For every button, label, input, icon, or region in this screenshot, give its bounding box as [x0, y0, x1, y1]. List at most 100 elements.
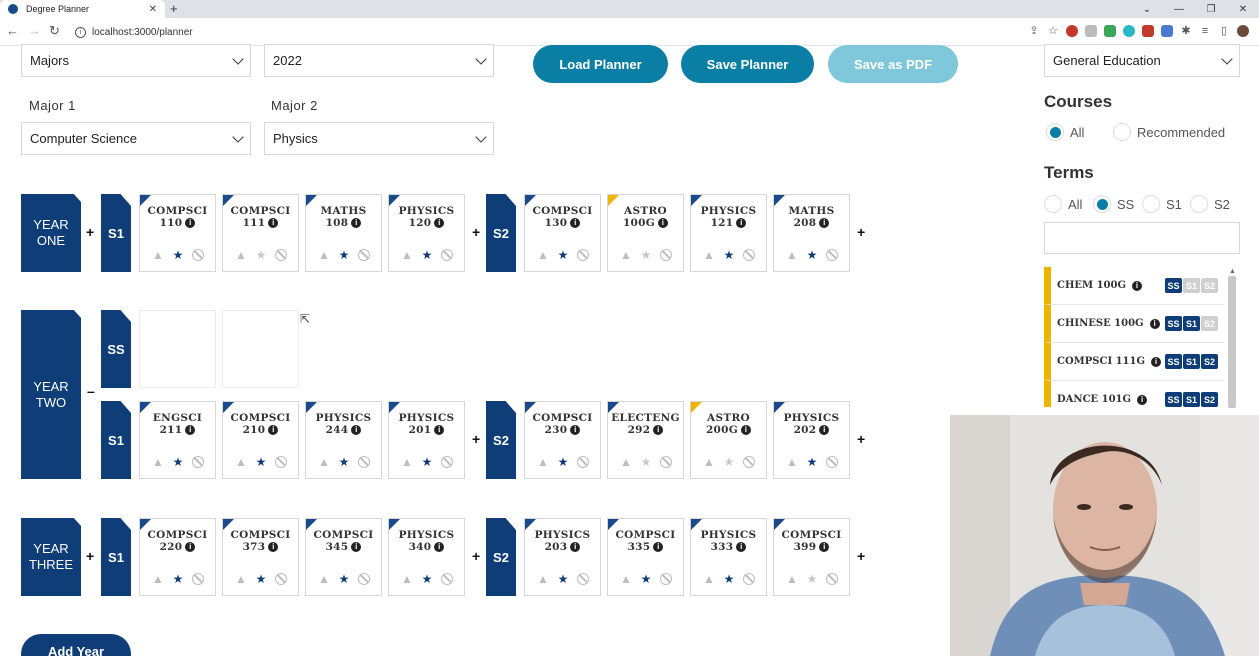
course-card[interactable]: COMPSCI 110 i ▲ ★ [139, 194, 216, 272]
star-icon[interactable]: ★ [338, 455, 350, 469]
remove-icon[interactable] [275, 249, 287, 261]
warning-icon[interactable]: ▲ [703, 248, 715, 262]
star-icon[interactable]: ★ [338, 248, 350, 262]
star-icon[interactable]: ★ [172, 572, 184, 586]
profile-avatar[interactable] [1237, 24, 1249, 37]
playlist-icon[interactable]: ≡ [1201, 24, 1209, 37]
warning-icon[interactable]: ▲ [318, 248, 330, 262]
add-course-button[interactable]: + [857, 548, 866, 564]
info-icon[interactable]: i [434, 542, 445, 552]
star-icon[interactable]: ★ [640, 572, 652, 586]
category-select[interactable]: Majors [21, 44, 251, 77]
course-card[interactable]: MATHS 208 i ▲ ★ [773, 194, 850, 272]
remove-icon[interactable] [192, 249, 204, 261]
terms-all-radio[interactable]: All [1044, 195, 1082, 213]
remove-icon[interactable] [577, 249, 589, 261]
warning-icon[interactable]: ▲ [537, 455, 549, 469]
star-icon[interactable]: ★ [723, 572, 735, 586]
remove-icon[interactable] [743, 249, 755, 261]
warning-icon[interactable]: ▲ [235, 572, 247, 586]
warning-icon[interactable]: ▲ [235, 248, 247, 262]
warning-icon[interactable]: ▲ [318, 572, 330, 586]
course-search-input[interactable] [1044, 222, 1240, 254]
url-field[interactable]: i localhost:3000/planner [75, 23, 193, 41]
extension-red-square-icon[interactable] [1142, 24, 1154, 37]
forward-icon[interactable]: → [28, 23, 41, 38]
info-icon[interactable]: i [434, 425, 445, 435]
warning-icon[interactable]: ▲ [401, 572, 413, 586]
remove-icon[interactable] [826, 573, 838, 585]
star-icon[interactable]: ★ [421, 572, 433, 586]
add-course-button[interactable]: + [472, 431, 481, 447]
course-list-item[interactable]: CHINESE 100G i SS S1 S2 [1044, 305, 1224, 343]
info-icon[interactable]: i [653, 425, 664, 435]
warning-icon[interactable]: ▲ [537, 248, 549, 262]
warning-icon[interactable]: ▲ [152, 455, 164, 469]
warning-icon[interactable]: ▲ [786, 248, 798, 262]
course-card[interactable]: ASTRO 100G i ▲ ★ [607, 194, 684, 272]
info-icon[interactable]: i [736, 218, 747, 228]
course-list-item[interactable]: CHEM 100G i SS S1 S2 [1044, 267, 1224, 305]
save-as-pdf-button[interactable]: Save as PDF [828, 45, 958, 83]
back-icon[interactable]: ← [6, 23, 19, 38]
info-icon[interactable]: i [268, 218, 279, 228]
course-card[interactable]: COMPSCI 111 i ▲ ★ [222, 194, 299, 272]
course-card[interactable]: COMPSCI 373 i ▲ ★ [222, 518, 299, 596]
star-icon[interactable]: ★ [338, 572, 350, 586]
extension-red-icon[interactable] [1066, 24, 1078, 37]
info-icon[interactable]: i [185, 425, 196, 435]
info-icon[interactable]: i [268, 425, 279, 435]
tab-search-icon[interactable]: ⌄ [1142, 3, 1152, 15]
restore-icon[interactable]: ❐ [1206, 3, 1216, 15]
course-card[interactable]: PHYSICS 340 i ▲ ★ [388, 518, 465, 596]
star-icon[interactable]: ★ [557, 572, 569, 586]
terms-s2-radio[interactable]: S2 [1190, 195, 1230, 213]
info-icon[interactable]: i [819, 218, 830, 228]
warning-icon[interactable]: ▲ [318, 455, 330, 469]
info-icon[interactable]: i [570, 218, 581, 228]
terms-s1-radio[interactable]: S1 [1142, 195, 1182, 213]
course-card[interactable]: COMPSCI 220 i ▲ ★ [139, 518, 216, 596]
info-icon[interactable]: i [741, 425, 752, 435]
side-panel-icon[interactable]: ▯ [1220, 25, 1228, 37]
course-card[interactable]: PHYSICS 201 i ▲ ★ [388, 401, 465, 479]
course-card[interactable]: COMPSCI 399 i ▲ ★ [773, 518, 850, 596]
star-icon[interactable]: ★ [640, 248, 652, 262]
star-icon[interactable]: ★ [255, 572, 267, 586]
course-card[interactable]: PHYSICS 244 i ▲ ★ [305, 401, 382, 479]
course-card[interactable]: COMPSCI 345 i ▲ ★ [305, 518, 382, 596]
warning-icon[interactable]: ▲ [620, 248, 632, 262]
browser-tab[interactable]: Degree Planner ✕ [0, 0, 165, 18]
info-icon[interactable]: i [185, 542, 196, 552]
add-course-button[interactable]: + [857, 224, 866, 240]
remove-icon[interactable] [192, 456, 204, 468]
info-icon[interactable]: i [1137, 394, 1148, 405]
course-card[interactable]: PHYSICS 202 i ▲ ★ [773, 401, 850, 479]
remove-icon[interactable] [826, 456, 838, 468]
remove-icon[interactable] [577, 573, 589, 585]
star-icon[interactable]: ★ [557, 248, 569, 262]
bookmark-star-icon[interactable]: ☆ [1048, 25, 1058, 37]
remove-icon[interactable] [826, 249, 838, 261]
warning-icon[interactable]: ▲ [620, 572, 632, 586]
info-icon[interactable]: i [1132, 280, 1142, 291]
warning-icon[interactable]: ▲ [703, 455, 715, 469]
info-icon[interactable]: i [268, 542, 279, 552]
add-year-button[interactable]: Add Year [21, 634, 131, 656]
add-semester-button[interactable]: + [86, 224, 95, 240]
remove-icon[interactable] [441, 249, 453, 261]
course-card[interactable]: COMPSCI 230 i ▲ ★ [524, 401, 601, 479]
star-icon[interactable]: ★ [806, 455, 818, 469]
warning-icon[interactable]: ▲ [152, 248, 164, 262]
terms-ss-radio[interactable]: SS [1093, 195, 1134, 213]
course-card[interactable]: PHYSICS 333 i ▲ ★ [690, 518, 767, 596]
info-icon[interactable]: i [1149, 318, 1160, 329]
remove-icon[interactable] [358, 573, 370, 585]
remove-icon[interactable] [577, 456, 589, 468]
remove-icon[interactable] [358, 249, 370, 261]
course-card[interactable]: COMPSCI 210 i ▲ ★ [222, 401, 299, 479]
star-icon[interactable]: ★ [723, 248, 735, 262]
warning-icon[interactable]: ▲ [786, 572, 798, 586]
course-card[interactable]: PHYSICS 120 i ▲ ★ [388, 194, 465, 272]
close-window-icon[interactable]: ✕ [1238, 3, 1248, 15]
